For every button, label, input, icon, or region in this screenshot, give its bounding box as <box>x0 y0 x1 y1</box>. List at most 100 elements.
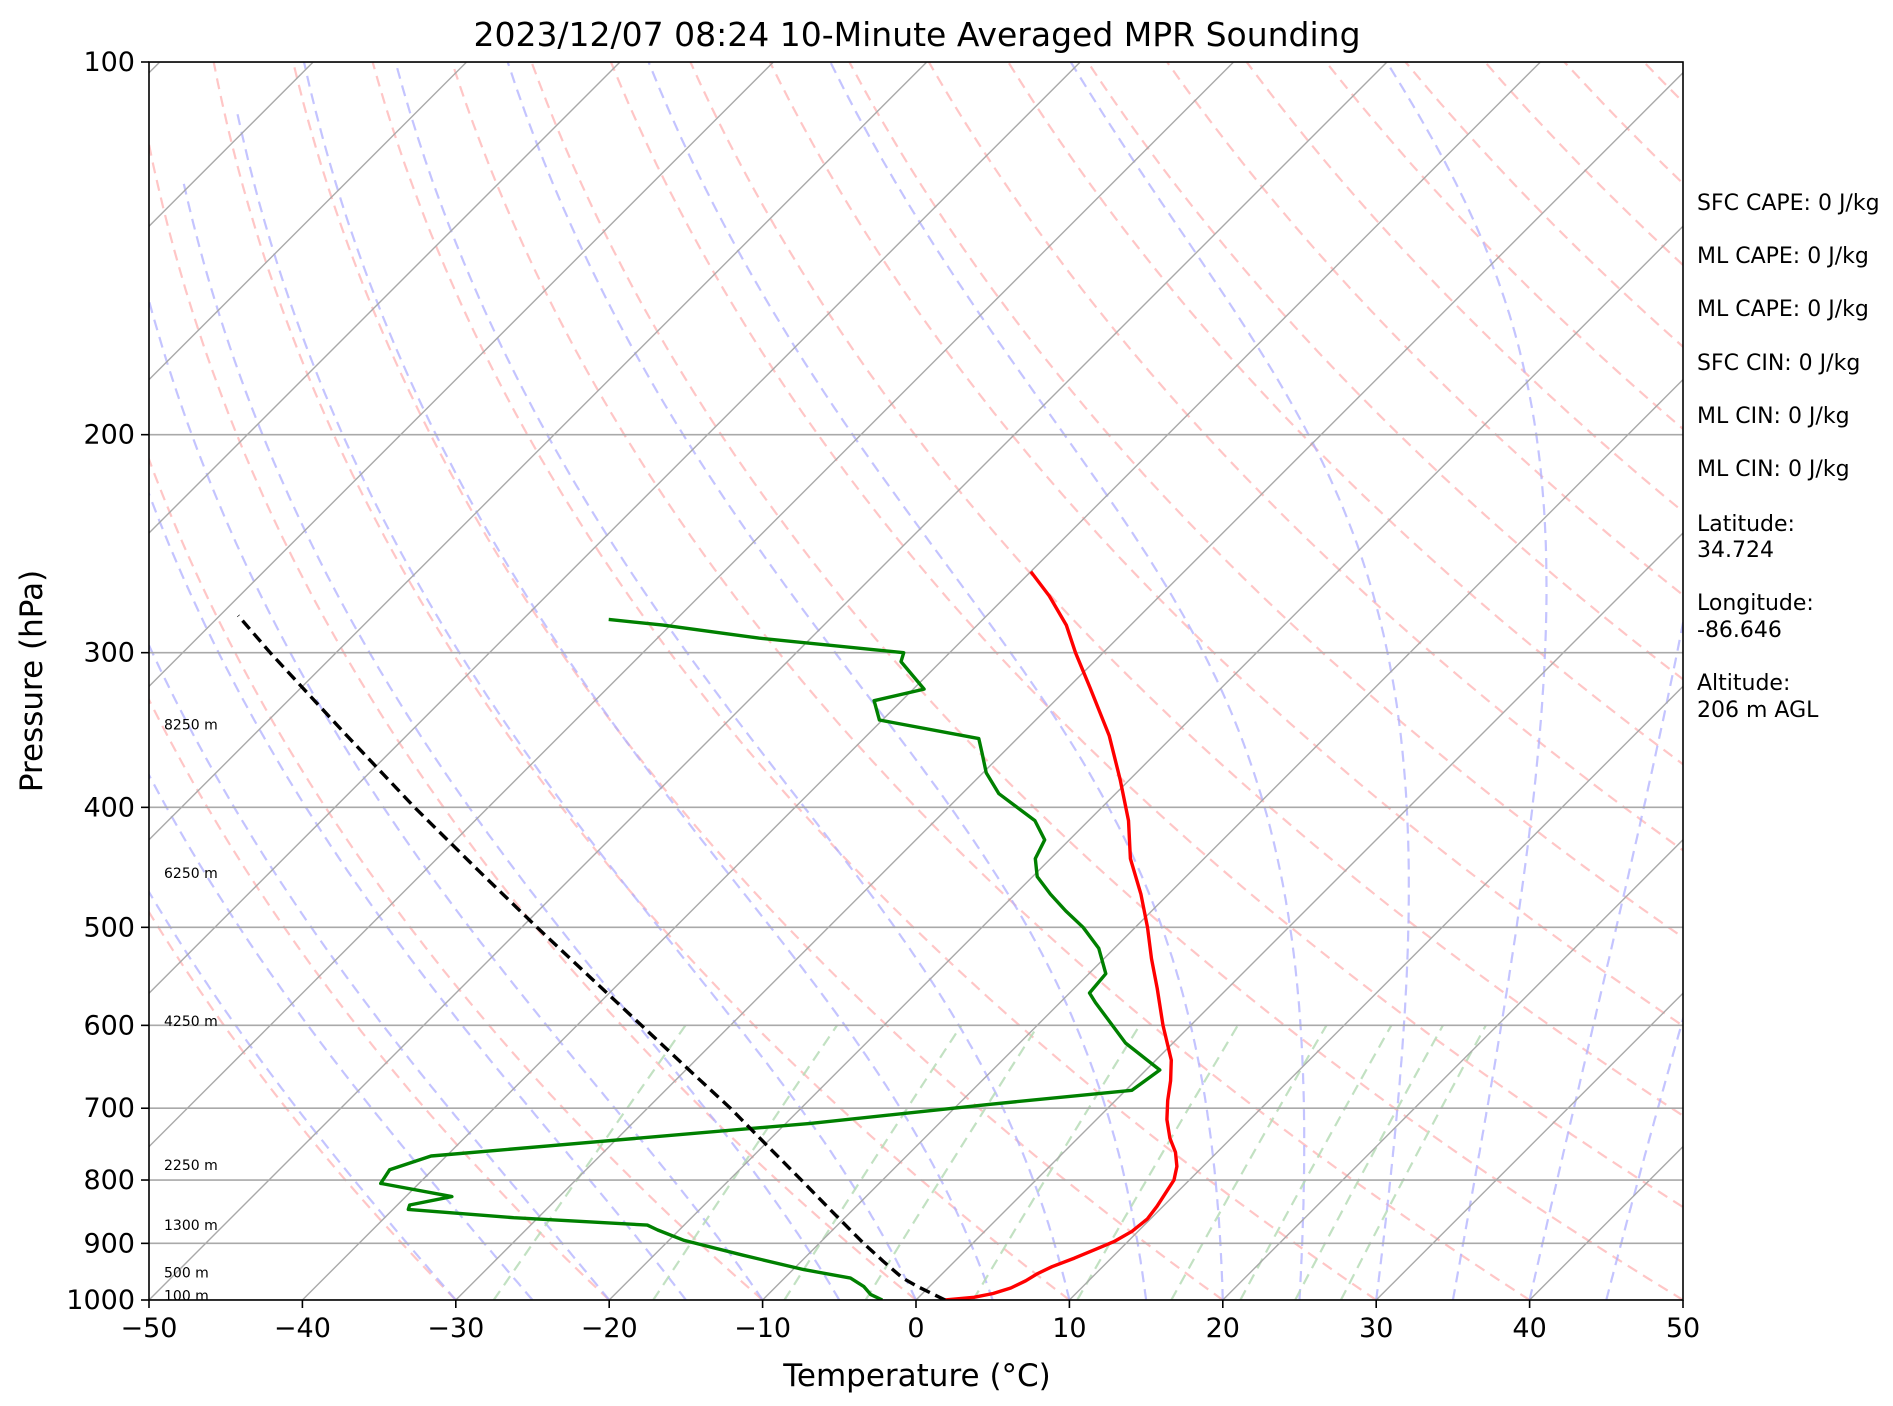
isotherm <box>915 532 1683 1300</box>
x-tick-label: −30 <box>427 1313 484 1344</box>
y-axis: 100 200 300 400 500 600 700 800 900 1000 <box>66 47 149 1316</box>
mixing-ratio-line <box>492 1024 687 1300</box>
height-label: 1300 m <box>164 1218 218 1234</box>
mixing-ratio-line <box>652 1024 838 1300</box>
dry-adiabat <box>292 62 1224 1300</box>
moist-adiabat <box>1528 617 1683 1300</box>
mixing-ratio-line <box>783 1024 963 1300</box>
mixing-ratio-line <box>864 1024 1040 1300</box>
pressure-gridlines <box>149 62 1683 1300</box>
moist-adiabat <box>236 112 917 1300</box>
background-lines <box>0 62 1683 1300</box>
stat-ml-cin-2: ML CIN: 0 J/kg <box>1697 457 1850 482</box>
x-tick-label: 30 <box>1359 1313 1393 1344</box>
dry-adiabat <box>149 910 457 1300</box>
dry-adiabat <box>149 456 764 1300</box>
mixing-ratio-line <box>1239 1024 1393 1300</box>
height-label: 100 m <box>164 1289 209 1305</box>
x-tick-label: −10 <box>734 1313 791 1344</box>
y-tick-label: 200 <box>83 420 135 451</box>
stat-ml-cin: ML CIN: 0 J/kg <box>1697 404 1850 429</box>
dry-adiabat <box>530 62 1683 1300</box>
dry-adiabat <box>212 62 1071 1300</box>
height-label: 6250 m <box>164 866 218 882</box>
moist-adiabat <box>829 62 1306 1300</box>
x-tick-label: 20 <box>1206 1313 1240 1344</box>
y-tick-label: 300 <box>83 638 135 669</box>
isotherm <box>301 62 1541 1300</box>
dry-adiabat <box>450 62 1531 1300</box>
mixing-ratio-line <box>1294 1024 1444 1300</box>
moist-adiabat <box>506 62 1148 1300</box>
x-tick-label: −50 <box>121 1313 178 1344</box>
moist-adiabat <box>647 62 1224 1300</box>
isotherm <box>1068 685 1683 1300</box>
x-axis-title: Temperature (°C) <box>782 1358 1051 1394</box>
dry-adiabat <box>1086 62 1683 681</box>
height-label: 4250 m <box>164 1014 218 1030</box>
height-label: 2250 m <box>164 1158 218 1174</box>
longitude-value: -86.646 <box>1697 618 1782 643</box>
dry-adiabat <box>768 62 1683 1028</box>
y-tick-label: 600 <box>83 1010 135 1041</box>
sounding-traces <box>236 570 1179 1300</box>
moist-adiabat <box>182 181 841 1300</box>
y-tick-label: 500 <box>83 912 135 943</box>
isotherm <box>149 62 1388 1300</box>
x-tick-label: −20 <box>581 1313 638 1344</box>
isotherm <box>608 225 1683 1300</box>
x-tick-label: −40 <box>274 1313 331 1344</box>
longitude-label: Longitude: <box>1697 591 1814 616</box>
isotherm <box>149 62 1081 995</box>
y-tick-label: 700 <box>83 1093 135 1124</box>
y-tick-label: 800 <box>83 1165 135 1196</box>
chart-title: 2023/12/07 08:24 10-Minute Averaged MPR … <box>473 15 1360 54</box>
moist-adiabat <box>149 490 687 1300</box>
moist-adiabat <box>149 296 764 1300</box>
x-tick-label: 0 <box>907 1313 924 1344</box>
dry-adiabat <box>1325 62 1683 431</box>
dry-adiabat <box>689 62 1683 1117</box>
height-label: 8250 m <box>164 718 218 734</box>
x-axis: −50 −40 −30 −20 −10 0 10 20 30 40 50 <box>121 1300 1700 1344</box>
mixing-ratio-line <box>1339 1024 1487 1300</box>
isotherm <box>149 62 774 688</box>
y-tick-label: 400 <box>83 792 135 823</box>
dry-adiabat <box>149 138 917 1300</box>
y-tick-label: 100 <box>83 47 135 78</box>
isotherm <box>1375 992 1683 1300</box>
series-line-0 <box>944 570 1179 1300</box>
y-tick-label: 900 <box>83 1228 135 1259</box>
x-tick-label: 40 <box>1512 1313 1546 1344</box>
series-line-1 <box>379 617 1162 1300</box>
latitude-label: Latitude: <box>1697 512 1795 537</box>
mixing-ratio-line <box>1170 1024 1328 1300</box>
moist-adiabat <box>149 772 534 1300</box>
dry-adiabat <box>1245 62 1683 514</box>
moist-adiabat <box>1605 1015 1683 1300</box>
isotherm <box>149 62 621 534</box>
stat-ml-cape: ML CAPE: 0 J/kg <box>1697 244 1869 269</box>
moist-adiabat <box>302 62 994 1300</box>
isotherm <box>1222 838 1683 1300</box>
y-tick-label: 1000 <box>66 1285 135 1316</box>
latitude-value: 34.724 <box>1697 538 1774 563</box>
dry-adiabat <box>1166 62 1683 597</box>
series-line-2 <box>236 614 946 1300</box>
stat-sfc-cin: SFC CIN: 0 J/kg <box>1697 351 1860 376</box>
height-labels: 8250 m 6250 m 4250 m 2250 m 1300 m 500 m 100 m <box>164 718 218 1305</box>
x-tick-label: 50 <box>1666 1313 1700 1344</box>
x-tick-label: 10 <box>1052 1313 1086 1344</box>
stat-sfc-cape: SFC CAPE: 0 J/kg <box>1697 191 1880 216</box>
isotherm <box>149 62 928 841</box>
y-axis-title: Pressure (hPa) <box>14 570 50 792</box>
isotherm <box>149 62 468 381</box>
isotherm <box>149 62 1235 1148</box>
isotherm <box>0 62 6 1300</box>
stat-ml-cape-2: ML CAPE: 0 J/kg <box>1697 297 1869 322</box>
isotherm <box>455 71 1683 1300</box>
isotherm <box>762 378 1683 1300</box>
moist-adiabat <box>1385 62 1548 1300</box>
altitude-value: 206 m AGL <box>1697 698 1819 723</box>
